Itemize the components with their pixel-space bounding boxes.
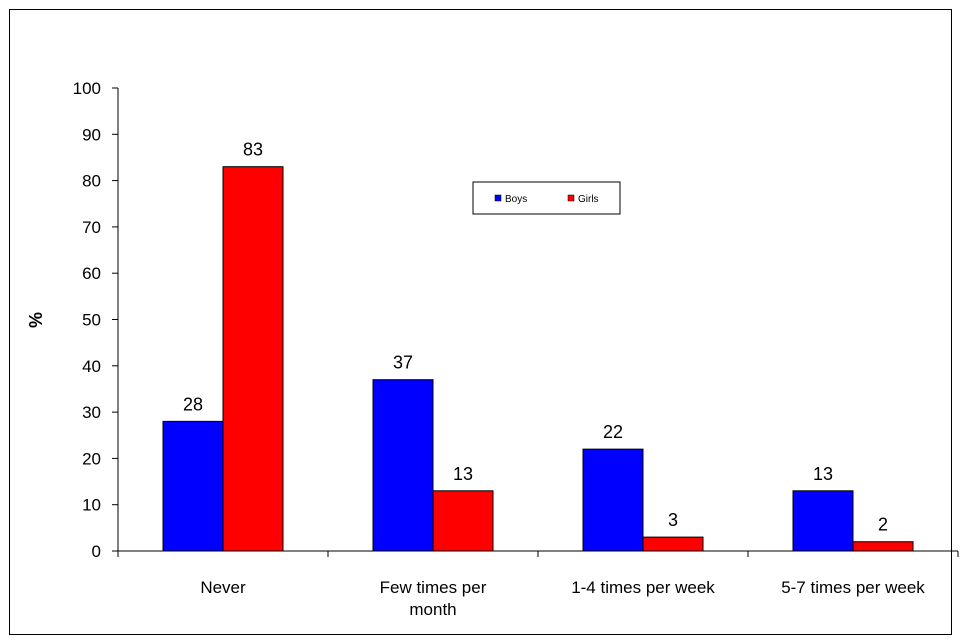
bar-boys — [792, 490, 854, 552]
y-tick-label: 20 — [82, 449, 101, 468]
legend: Boys Girls — [472, 181, 621, 215]
y-tick-labels: 0 10 20 30 40 50 60 70 80 90 100 — [73, 79, 101, 561]
category-labels: Never Few times per month 1-4 times per wee… — [200, 578, 925, 619]
x-category-label: Few times per month — [380, 578, 487, 619]
y-tick-label: 80 — [82, 172, 101, 191]
bar-value-label: 22 — [603, 422, 623, 442]
y-tick-label: 40 — [82, 357, 101, 376]
x-category-label: Never — [200, 578, 246, 597]
bar-value-label: 83 — [243, 140, 263, 160]
y-tick-label: 70 — [82, 218, 101, 237]
legend-label-girls: Girls — [578, 194, 599, 205]
bar-boys — [582, 448, 644, 552]
bar-value-label: 37 — [393, 353, 413, 373]
bar-girls — [852, 541, 914, 552]
legend-label-boys: Boys — [505, 194, 527, 205]
y-tick-label: 50 — [82, 311, 101, 330]
y-tick-label: 30 — [82, 403, 101, 422]
x-category-label: 1-4 times per week — [571, 578, 715, 597]
bar-girls — [432, 490, 494, 552]
bar-girls — [222, 166, 284, 552]
y-tick-label: 100 — [73, 79, 101, 98]
x-category-label-line: 1-4 times per week — [571, 578, 715, 597]
bar-value-label: 13 — [813, 464, 833, 484]
y-axis-title: % — [26, 312, 46, 328]
x-category-label: 5-7 times per week — [781, 578, 925, 597]
x-category-label-line: Few times per — [380, 578, 487, 597]
x-category-label-line: 5-7 times per week — [781, 578, 925, 597]
bar-boys — [162, 420, 224, 552]
bar-value-label: 13 — [453, 464, 473, 484]
bar-girls — [642, 536, 704, 552]
y-tick-label: 10 — [82, 496, 101, 515]
bar-value-label: 3 — [668, 510, 678, 530]
y-tick-label: 0 — [92, 542, 101, 561]
bar-value-label: 2 — [878, 515, 888, 535]
legend-swatch-boys — [494, 194, 502, 202]
chart-bars — [162, 166, 914, 552]
value-labels: 28 83 37 13 22 3 13 2 — [183, 140, 888, 535]
legend-swatch-girls — [567, 194, 575, 202]
x-category-label-line: Never — [200, 578, 246, 597]
x-category-label-line: month — [409, 600, 456, 619]
y-tick-label: 60 — [82, 264, 101, 283]
bar-boys — [372, 379, 434, 552]
bar-value-label: 28 — [183, 394, 203, 414]
y-tick-label: 90 — [82, 125, 101, 144]
